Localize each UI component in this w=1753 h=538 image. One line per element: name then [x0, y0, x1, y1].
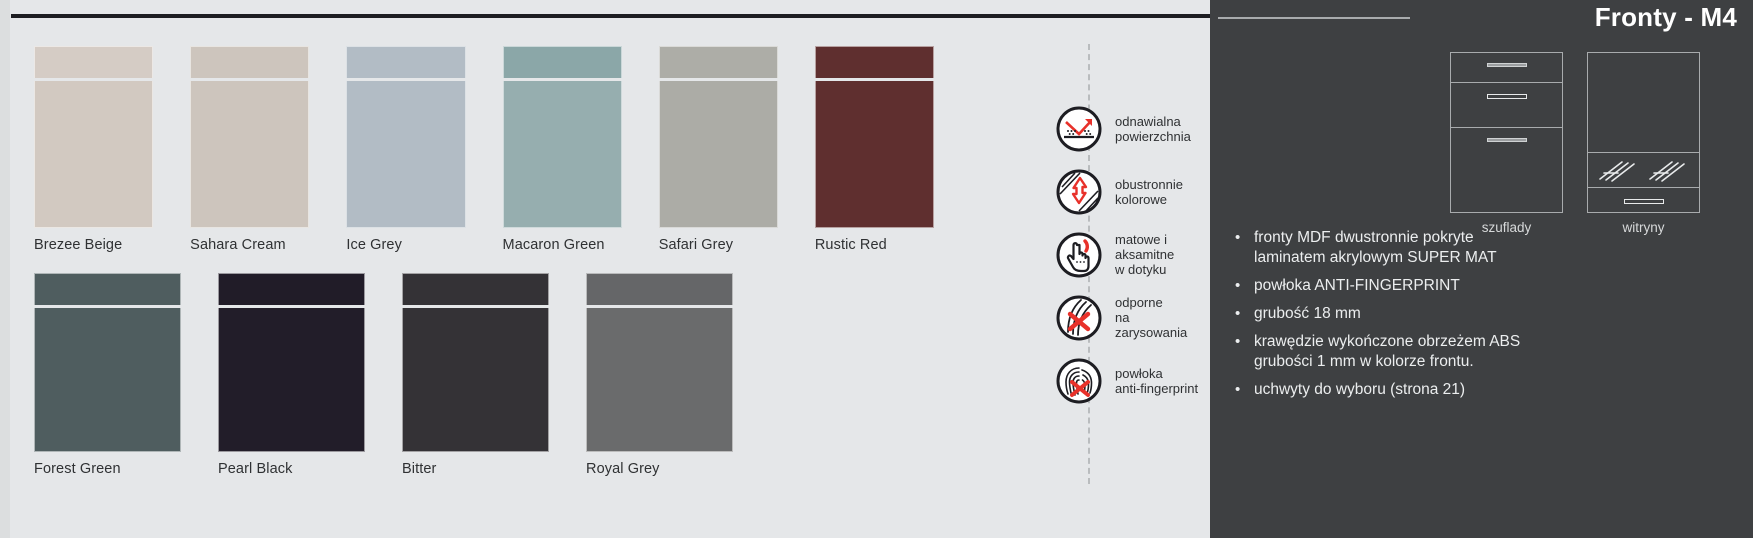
matte-velvet-touch-icon: [1055, 231, 1103, 279]
cabinet-group-drawers: szuflady: [1450, 52, 1563, 235]
swatch-gap: [502, 78, 622, 81]
swatch-body: [814, 81, 935, 228]
swatch-body: [190, 81, 310, 228]
spec-bullet: fronty MDF dwustronnie pokryte laminatem…: [1232, 228, 1742, 268]
swatch-gap: [34, 305, 181, 308]
swatch-gap: [218, 305, 365, 308]
swatch-sahara-cream[interactable]: Sahara Cream: [190, 46, 310, 253]
renewable-surface-icon: [1055, 105, 1103, 153]
feature-item-anti-fingerprint: powłoka anti-fingerprint: [1055, 349, 1205, 412]
handle-icon: [1486, 138, 1527, 142]
swatch-macaron-green[interactable]: Macaron Green: [502, 46, 622, 253]
swatch-gap: [34, 78, 154, 81]
swatch-ice-grey[interactable]: Ice Grey: [346, 46, 466, 253]
feature-label: odnawialna powierzchnia: [1115, 113, 1191, 144]
swatch-gap: [658, 78, 778, 81]
swatch-body: [658, 81, 778, 228]
glass-shine-icon: [1599, 161, 1685, 182]
swatch-body: [34, 308, 181, 452]
handle-icon: [1486, 94, 1527, 99]
swatch-body: [218, 308, 365, 452]
swatch-rustic-red[interactable]: Rustic Red: [814, 46, 935, 253]
swatch-top-strip: [190, 46, 310, 78]
swatch-label: Rustic Red: [814, 237, 887, 253]
swatch-top-strip: [402, 273, 549, 305]
spec-bullet: grubość 18 mm: [1232, 304, 1742, 324]
swatch-label: Royal Grey: [586, 461, 660, 477]
drawer-bottom: [1451, 128, 1562, 212]
left-edge-strip: [0, 0, 10, 538]
swatch-top-strip: [658, 46, 778, 78]
drawers-unit-diagram: [1450, 52, 1563, 213]
cabinet-diagrams: szuflady: [1450, 52, 1700, 235]
drawer-middle: [1451, 83, 1562, 128]
spec-bullet-list: fronty MDF dwustronnie pokryte laminatem…: [1232, 228, 1742, 408]
swatch-top-strip: [586, 273, 733, 305]
swatch-grid: Brezee Beige Sahara Cream Ice Grey Macar…: [34, 46, 935, 477]
feature-label: matowe i aksamitne w dotyku: [1115, 232, 1175, 277]
swatch-label: Brezee Beige: [34, 237, 123, 253]
title-rule: [1218, 17, 1410, 19]
swatch-label: Sahara Cream: [190, 237, 286, 253]
swatch-body: [34, 81, 154, 228]
swatch-label: Safari Grey: [658, 237, 734, 253]
swatch-forest-green[interactable]: Forest Green: [34, 273, 181, 477]
feature-item-scratch-resistant: odporne na zarysowania: [1055, 286, 1205, 349]
swatch-body: [402, 308, 549, 452]
swatch-gap: [586, 305, 733, 308]
glass-pane-section: [1588, 153, 1699, 188]
glass-lower-drawer: [1588, 188, 1699, 212]
swatch-gap: [814, 78, 935, 81]
swatch-top-strip: [502, 46, 622, 78]
swatch-gap: [402, 305, 549, 308]
feature-label: obustronnie kolorowe: [1115, 176, 1183, 207]
feature-item-renewable-surface: odnawialna powierzchnia: [1055, 97, 1205, 160]
double-sided-color-icon: [1055, 168, 1103, 216]
glass-unit-diagram: [1587, 52, 1700, 213]
swatch-top-strip: [346, 46, 466, 78]
swatch-label: Macaron Green: [502, 237, 605, 253]
cabinet-group-glass: witryny: [1587, 52, 1700, 235]
spec-bullet: uchwyty do wyboru (strona 21): [1232, 380, 1742, 400]
handle-icon: [1486, 63, 1527, 67]
swatch-bitter[interactable]: Bitter: [402, 273, 549, 477]
swatch-top-strip: [218, 273, 365, 305]
glass-upper-door: [1588, 53, 1699, 153]
swatch-label: Pearl Black: [218, 461, 293, 477]
color-swatch-panel: Brezee Beige Sahara Cream Ice Grey Macar…: [0, 0, 1210, 538]
swatch-row-2: Forest Green Pearl Black Bitter Royal Gr…: [34, 273, 934, 477]
feature-item-matte-velvet-touch: matowe i aksamitne w dotyku: [1055, 223, 1205, 286]
page-title: Fronty - M4: [1594, 2, 1737, 32]
drawer-top: [1451, 53, 1562, 83]
handle-icon: [1623, 199, 1664, 204]
swatch-gap: [346, 78, 466, 81]
swatch-top-strip: [34, 273, 181, 305]
swatch-body: [502, 81, 622, 228]
swatch-pearl-black[interactable]: Pearl Black: [218, 273, 365, 477]
swatch-royal-grey[interactable]: Royal Grey: [586, 273, 733, 477]
swatch-body: [586, 308, 733, 452]
top-horizontal-rule: [11, 14, 1210, 18]
anti-fingerprint-icon: [1055, 357, 1103, 405]
spec-bullet: powłoka ANTI-FINGERPRINT: [1232, 276, 1742, 296]
scratch-resistant-icon: [1055, 294, 1103, 342]
swatch-label: Ice Grey: [346, 237, 402, 253]
feature-list: odnawialna powierzchnia obustronnie kolo…: [1055, 97, 1205, 412]
swatch-top-strip: [34, 46, 154, 78]
feature-label: powłoka anti-fingerprint: [1115, 365, 1199, 396]
spec-bullet: krawędzie wykończone obrzeżem ABS gruboś…: [1232, 332, 1742, 372]
swatch-row-1: Brezee Beige Sahara Cream Ice Grey Macar…: [34, 46, 935, 253]
swatch-body: [346, 81, 466, 228]
swatch-safari-grey[interactable]: Safari Grey: [658, 46, 778, 253]
feature-item-double-sided-color: obustronnie kolorowe: [1055, 160, 1205, 223]
feature-label: odporne na zarysowania: [1115, 295, 1188, 340]
swatch-gap: [190, 78, 310, 81]
info-panel: Fronty - M4 szuflady: [1210, 0, 1753, 538]
swatch-label: Forest Green: [34, 461, 121, 477]
swatch-label: Bitter: [402, 461, 437, 477]
swatch-brezee-beige[interactable]: Brezee Beige: [34, 46, 154, 253]
swatch-top-strip: [814, 46, 935, 78]
